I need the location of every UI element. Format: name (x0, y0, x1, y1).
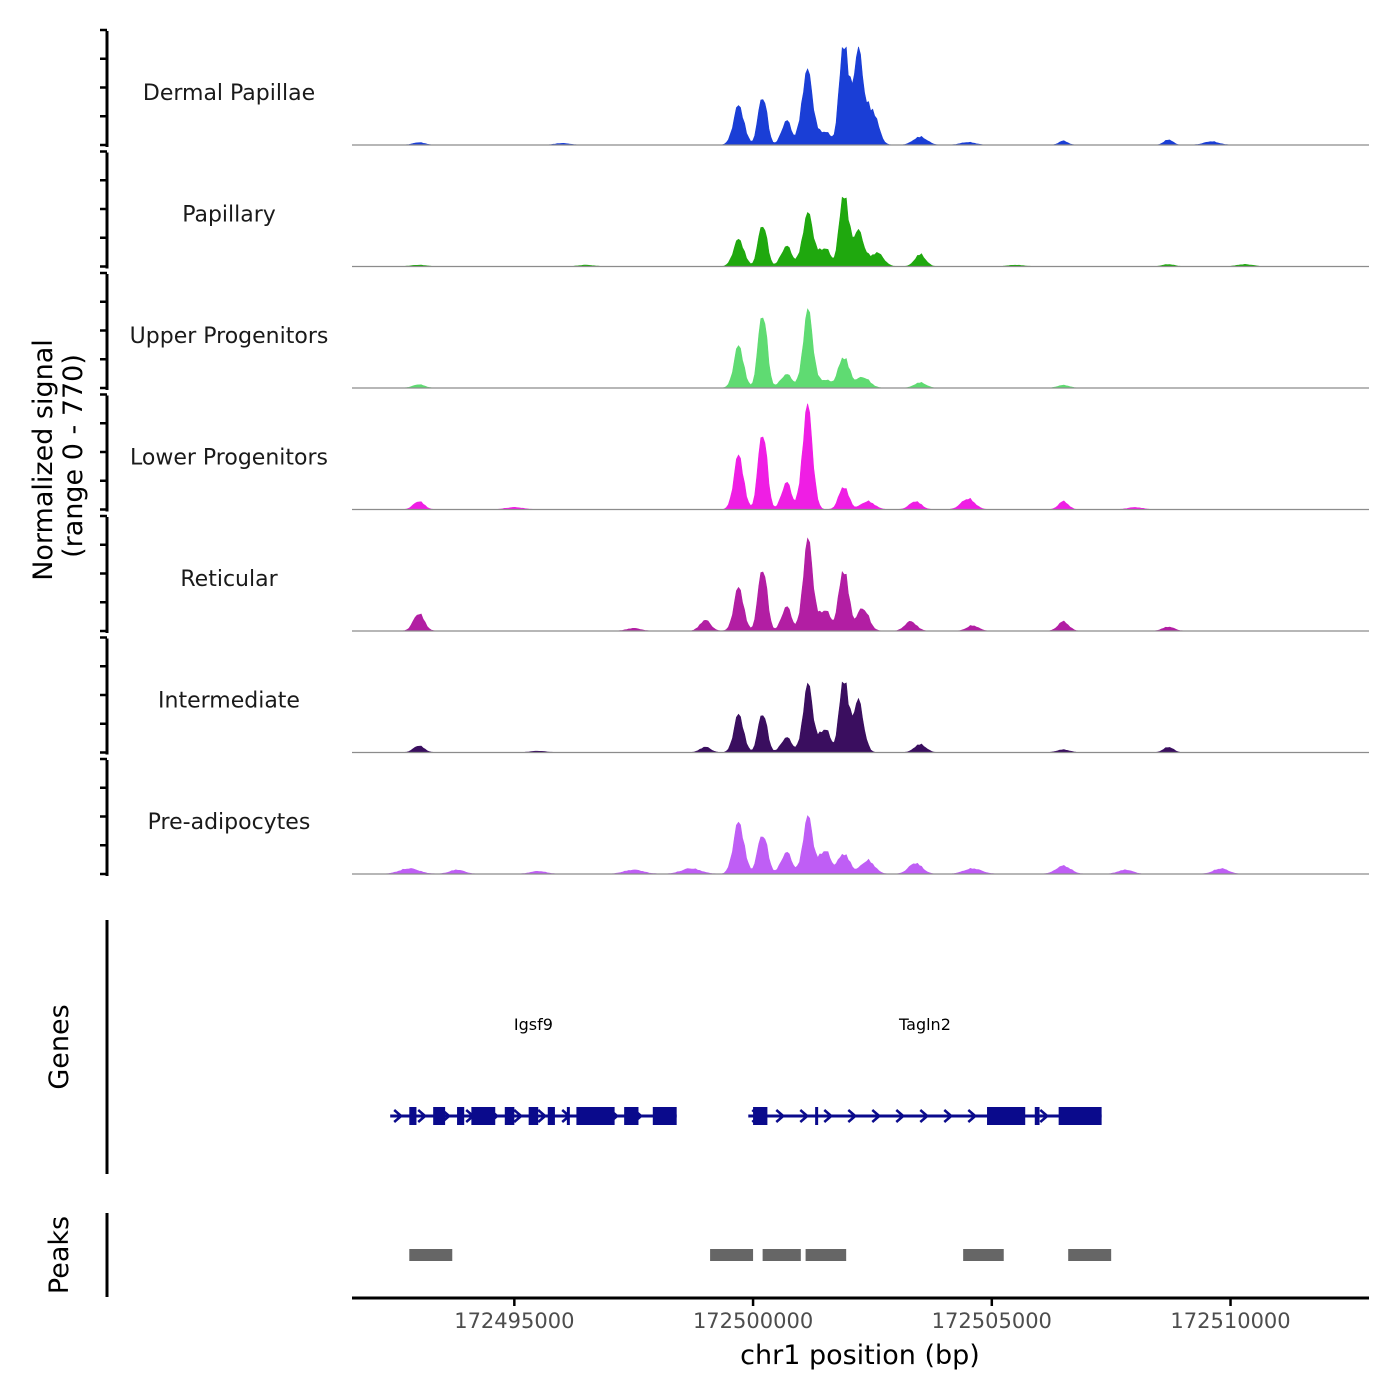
gene-exon (815, 1107, 819, 1125)
gene-exon (471, 1107, 496, 1125)
peak-region (963, 1249, 1004, 1261)
track-label: Upper Progenitors (130, 324, 329, 349)
strand-arrow (895, 1109, 906, 1123)
gene-tagln2: Tagln2 (748, 1015, 1102, 1125)
gene-exon (457, 1107, 465, 1125)
peak-region (805, 1249, 847, 1261)
peak-track (409, 1249, 1112, 1261)
peak-region (1068, 1249, 1112, 1261)
peak-region (409, 1249, 453, 1261)
gene-exon (1058, 1107, 1102, 1125)
track-label: Dermal Papillae (143, 81, 315, 106)
signal-area (352, 681, 1369, 753)
peak-region (710, 1249, 754, 1261)
track-label: Lower Progenitors (130, 446, 328, 471)
strand-arrow (799, 1109, 810, 1123)
x-tick-label: 172500000 (693, 1309, 813, 1333)
strand-arrow (537, 1109, 548, 1123)
gene-track: Igsf9 Tagln2 (390, 1015, 1102, 1125)
track-intermediate: Intermediate (100, 636, 1369, 755)
strand-arrow (871, 1109, 882, 1123)
x-tick-label: 172505000 (932, 1309, 1052, 1333)
track-label: Pre-adipocytes (148, 810, 311, 835)
strand-arrow (513, 1109, 524, 1123)
strand-arrow (417, 1109, 428, 1123)
gene-exon (504, 1107, 515, 1125)
gene-igsf9: Igsf9 (390, 1015, 677, 1125)
track-papillary: Papillary (100, 150, 1369, 269)
track-label: Intermediate (158, 689, 300, 714)
peak-region (762, 1249, 801, 1261)
signal-area (352, 308, 1369, 389)
x-tick-label: 172510000 (1170, 1309, 1290, 1333)
strand-arrow (919, 1109, 930, 1123)
peaks-panel-label: Peaks (44, 1216, 75, 1294)
gene-exon (1034, 1107, 1040, 1125)
strand-arrow (823, 1109, 834, 1123)
track-label: Papillary (182, 203, 276, 228)
track-dermal-papillae: Dermal Papillae (100, 28, 1369, 147)
gene-exon (433, 1107, 446, 1125)
gene-exon (409, 1107, 417, 1125)
gene-exon (753, 1107, 768, 1125)
y-axis-label-line2: (range 0 - 770) (58, 354, 89, 558)
signal-tracks: Dermal Papillae Papillary Upper Progenitor… (100, 28, 1369, 876)
x-axis-ticks: 172495000 172500000 172505000 172510000 (454, 1298, 1291, 1333)
gene-exon (547, 1107, 555, 1125)
x-axis-label: chr1 position (bp) (740, 1340, 980, 1371)
signal-area (352, 46, 1369, 146)
strand-arrow (943, 1109, 954, 1123)
x-tick-label: 172495000 (454, 1309, 574, 1333)
gene-exon (528, 1107, 539, 1125)
gene-exon (652, 1107, 677, 1125)
strand-arrow (847, 1109, 858, 1123)
gene-exon (566, 1107, 570, 1125)
genes-panel-label: Genes (44, 1004, 75, 1089)
track-pre-adipocytes: Pre-adipocytes (100, 757, 1369, 876)
gene-exon (576, 1107, 615, 1125)
track-label: Reticular (180, 567, 278, 592)
strand-arrow (1039, 1109, 1050, 1123)
strand-arrow (775, 1109, 786, 1123)
gene-label: Igsf9 (514, 1015, 553, 1034)
y-axis-label-line1: Normalized signal (28, 339, 59, 581)
signal-area (352, 815, 1369, 875)
signal-area (352, 537, 1369, 632)
track-reticular: Reticular (100, 514, 1369, 633)
strand-arrow (967, 1109, 978, 1123)
track-lower-progenitors: Lower Progenitors (100, 393, 1369, 512)
gene-label: Tagln2 (898, 1015, 951, 1034)
gene-exon (624, 1107, 639, 1125)
track-upper-progenitors: Upper Progenitors (100, 271, 1369, 390)
strand-arrow (393, 1109, 404, 1123)
gene-exon (987, 1107, 1026, 1125)
signal-area (352, 196, 1369, 267)
signal-area (352, 403, 1369, 510)
